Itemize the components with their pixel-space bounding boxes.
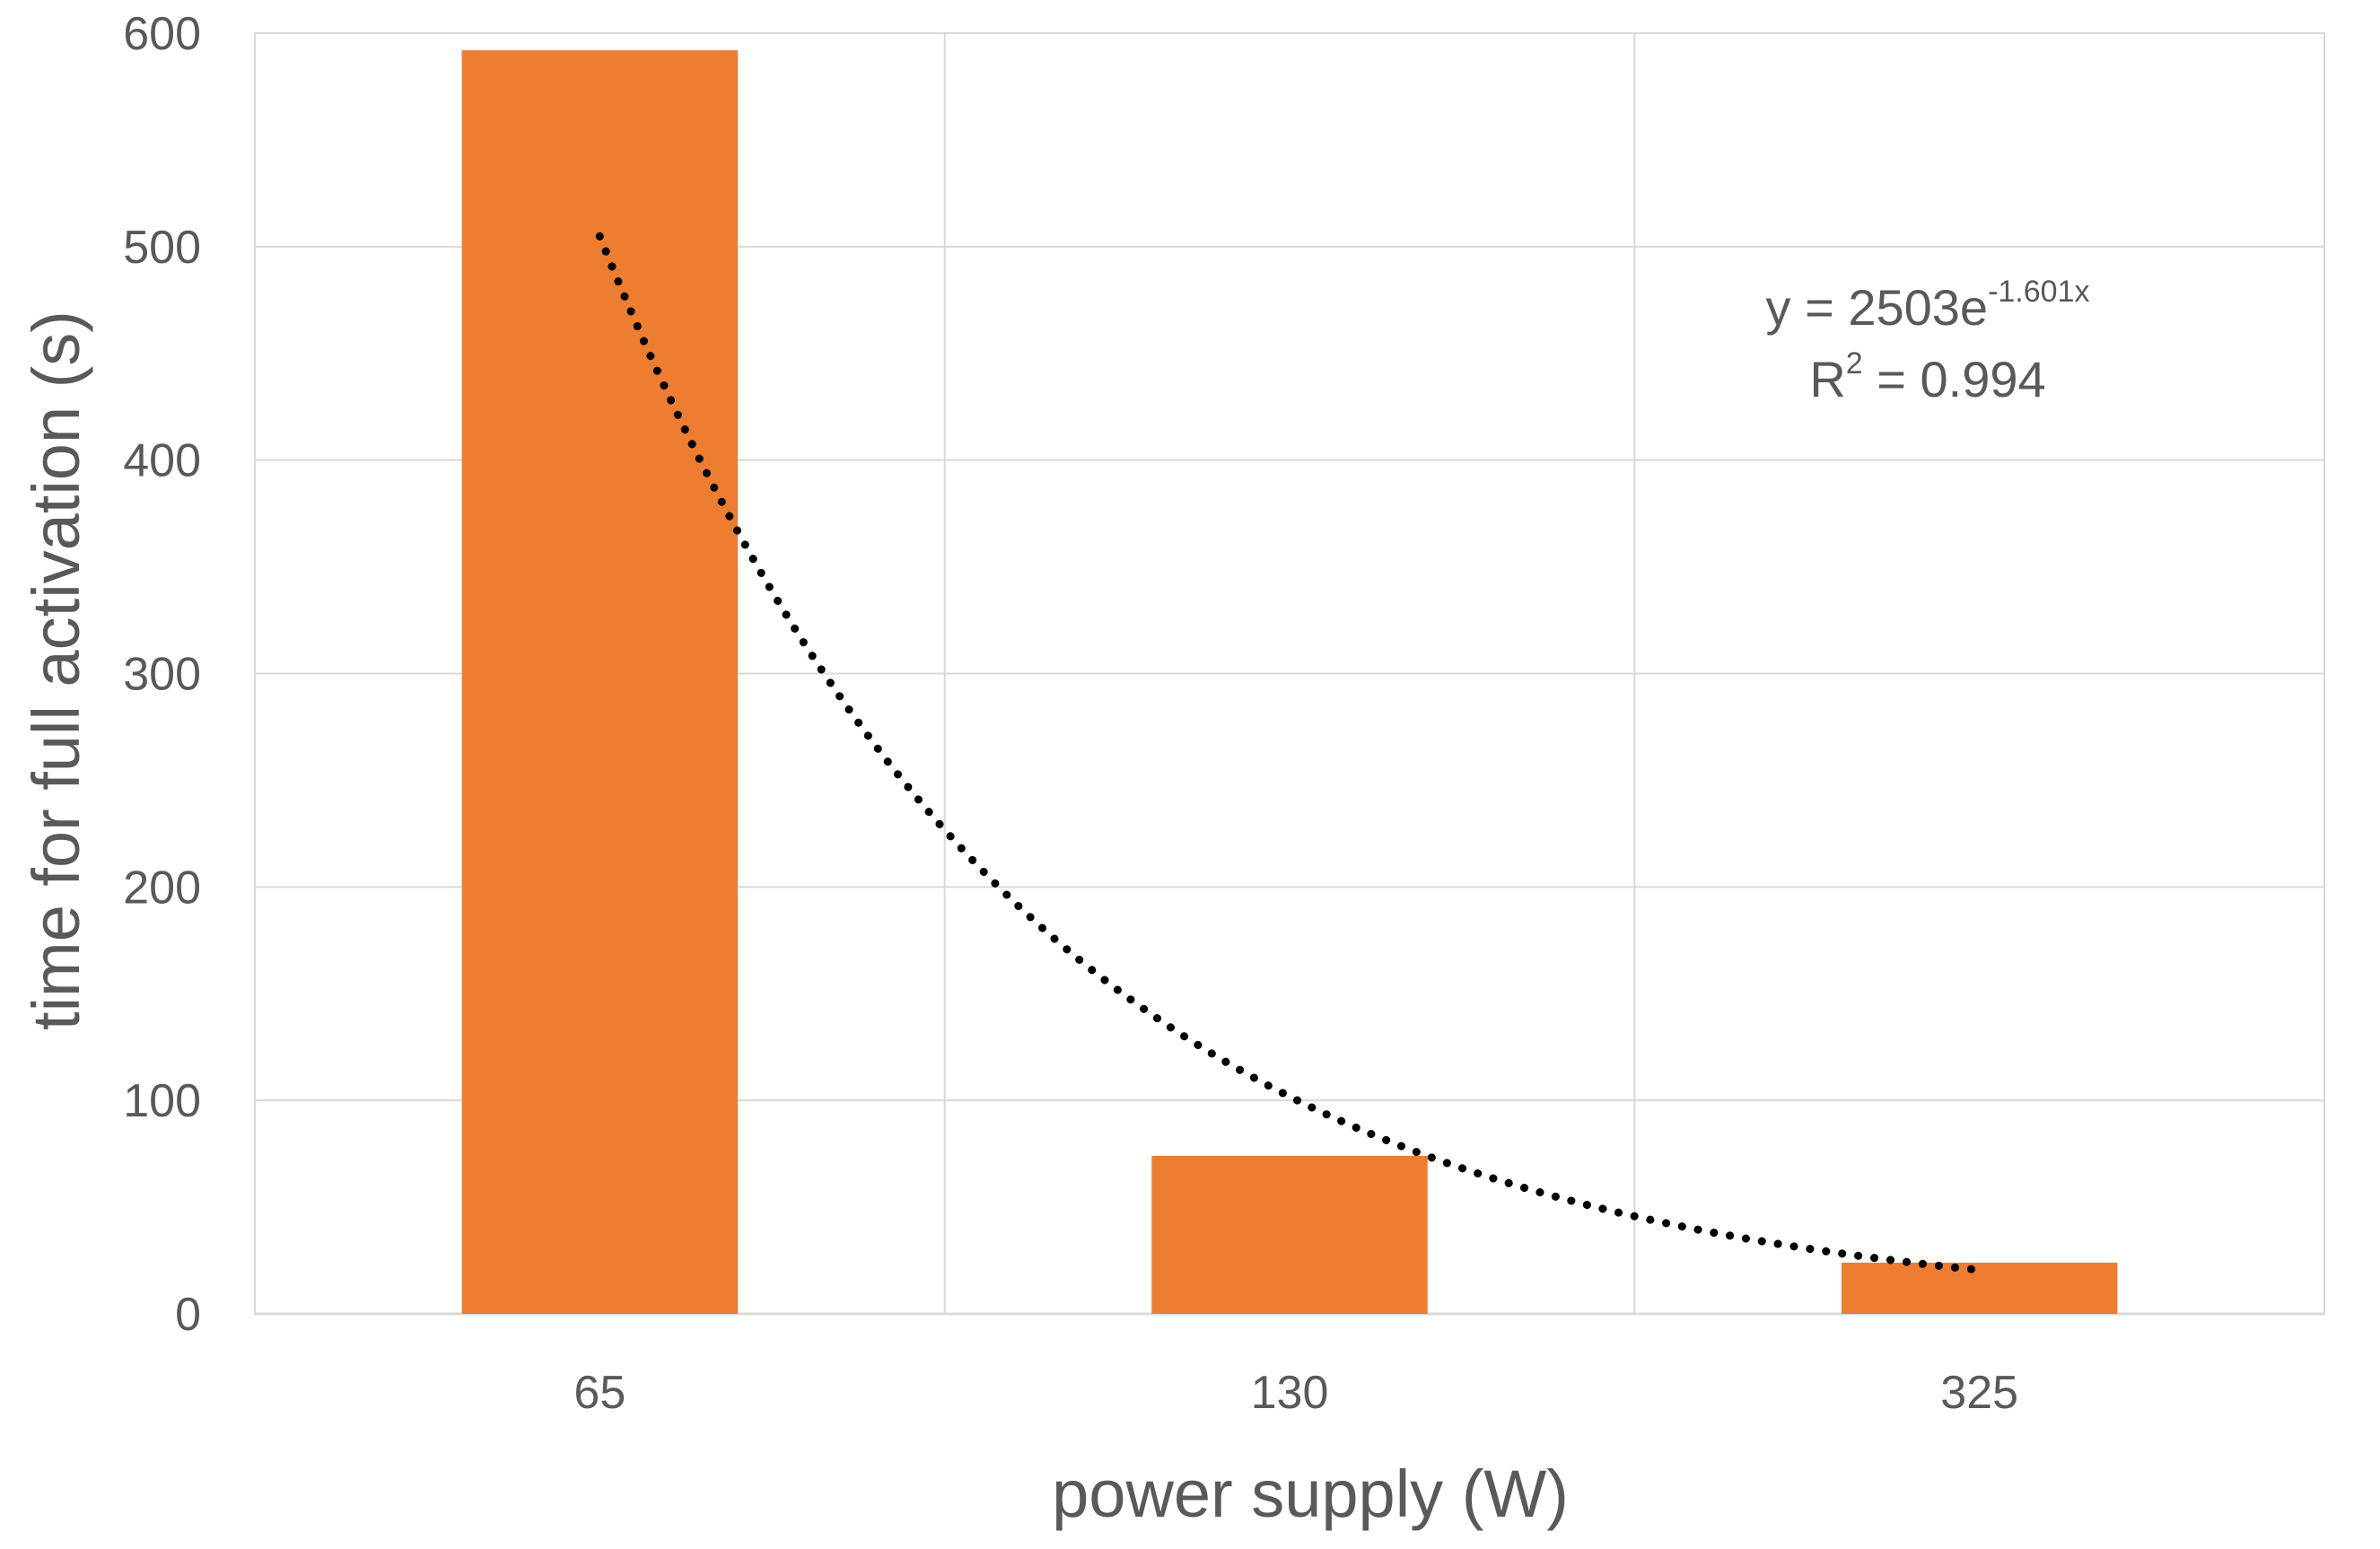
r2-value: = 0.994	[1863, 351, 2046, 407]
y-tick-label: 300	[123, 649, 201, 701]
y-tick-label: 500	[123, 222, 201, 274]
trendline	[595, 232, 1984, 1274]
y-tick-labels: 0 100 200 300 400 500 600	[123, 8, 201, 1341]
x-tick-labels: 65 130 325	[573, 1367, 2018, 1419]
bars	[461, 50, 2118, 1315]
x-tick-label: 325	[1940, 1367, 2018, 1419]
bar-130	[1151, 1156, 1428, 1314]
equation-exponent: -1.601x	[1988, 275, 2089, 309]
y-tick-label: 600	[123, 8, 201, 60]
bar-325	[1841, 1262, 2118, 1314]
x-axis-title: power supply (W)	[1052, 1457, 1569, 1531]
x-tick-label: 130	[1251, 1367, 1329, 1419]
r2-base: R	[1809, 351, 1845, 407]
equation-base: y = 2503e	[1766, 279, 1989, 336]
bar-65	[461, 50, 739, 1315]
r2-exponent: 2	[1846, 346, 1863, 381]
trendline-equation: y = 2503e-1.601x	[1766, 275, 2090, 336]
y-tick-label: 400	[123, 435, 201, 487]
trendline-path	[595, 232, 1984, 1274]
x-tick-label: 65	[573, 1367, 626, 1419]
y-tick-label: 100	[123, 1075, 201, 1127]
y-tick-label: 200	[123, 862, 201, 914]
y-axis-title: time for full activation (s)	[19, 311, 93, 1030]
y-tick-label: 0	[175, 1289, 201, 1341]
r-squared-label: R2 = 0.994	[1809, 346, 2045, 407]
